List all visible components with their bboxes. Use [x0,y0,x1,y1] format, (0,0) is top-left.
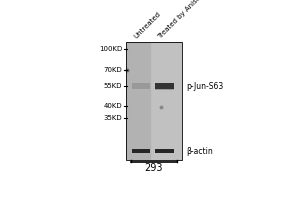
Bar [155,149,173,153]
Text: Untreated: Untreated [133,11,162,40]
Bar [155,83,173,89]
Bar [132,149,150,153]
Bar [155,89,173,90]
Text: p-Jun-S63: p-Jun-S63 [186,82,224,91]
Text: 100KD: 100KD [99,46,122,52]
Text: 55KD: 55KD [104,83,122,89]
Text: 293: 293 [145,163,163,173]
Text: β-actin: β-actin [186,147,213,156]
Bar [155,83,173,84]
Text: 40KD: 40KD [104,103,122,109]
Text: 70KD: 70KD [103,67,122,73]
Bar [126,42,182,160]
Text: 35KD: 35KD [104,115,122,121]
Bar [132,83,150,89]
Text: Treated by Anisomycin: Treated by Anisomycin [157,0,217,40]
